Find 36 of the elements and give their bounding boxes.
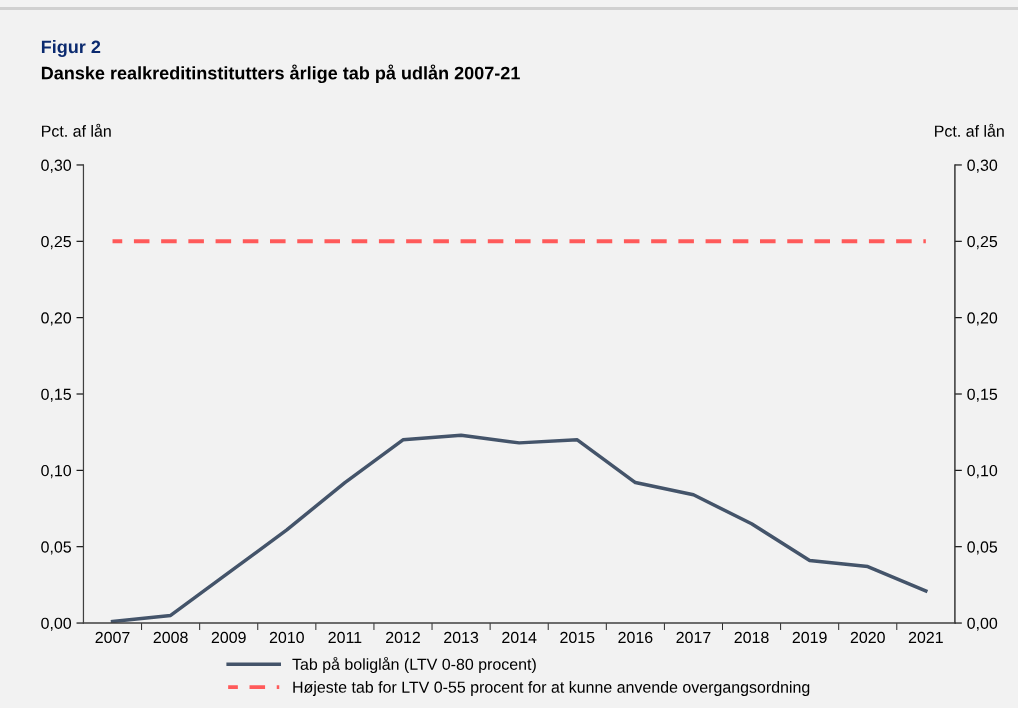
y-tick-label: 0,00 [41, 617, 72, 631]
y-tick-label: 0,20 [41, 312, 72, 326]
x-tick-label: 2020 [850, 631, 885, 644]
legend-label: Tab på boliglån (LTV 0-80 procent) [292, 656, 536, 674]
y-tick-label: 0,25 [41, 235, 71, 250]
y-tick-label: 0,10 [41, 464, 72, 479]
y-tick-label: 0,30 [41, 159, 72, 173]
chart-subtitle: Danske realkreditinstitutters årlige tab på udlån 2007-21 [41, 64, 520, 84]
x-tick-label: 2013 [444, 631, 479, 644]
legend-label: Højeste tab for LTV 0-55 procent for at kunne anvende overgangsordning [293, 681, 810, 696]
x-tick-label: 2007 [95, 631, 130, 644]
x-tick-label: 2018 [734, 631, 769, 644]
y2-tick-label: 0,15 [967, 388, 998, 402]
y2-tick-label: 0,10 [967, 464, 998, 479]
y-axis-title: Pct. af lån [42, 123, 111, 137]
x-tick-label: 2016 [618, 631, 653, 644]
chart-title: Figur 2 [41, 40, 101, 57]
y-tick-label: 0,05 [41, 541, 71, 555]
y2-axis-title: Pct. af lån [935, 123, 1004, 137]
y2-tick-label: 0,00 [967, 617, 998, 631]
y2-tick-label: 0,25 [967, 235, 998, 250]
line-series [110, 433, 928, 624]
x-tick-label: 2017 [676, 631, 711, 644]
y-tick-label: 0,15 [41, 388, 71, 402]
x-tick-label: 2010 [269, 631, 304, 644]
y2-tick-label: 0,30 [967, 159, 998, 173]
y2-tick-label: 0,20 [967, 312, 998, 326]
x-tick-label: 2011 [328, 631, 362, 644]
x-tick-label: 2009 [211, 631, 246, 644]
x-tick-label: 2021 [908, 631, 943, 644]
y2-tick-label: 0,05 [967, 541, 998, 555]
x-tick-label: 2012 [386, 631, 420, 644]
x-tick-label: 2015 [560, 631, 595, 644]
x-tick-label: 2019 [792, 631, 827, 644]
x-tick-label: 2014 [502, 631, 537, 644]
x-tick-label: 2008 [153, 631, 188, 644]
